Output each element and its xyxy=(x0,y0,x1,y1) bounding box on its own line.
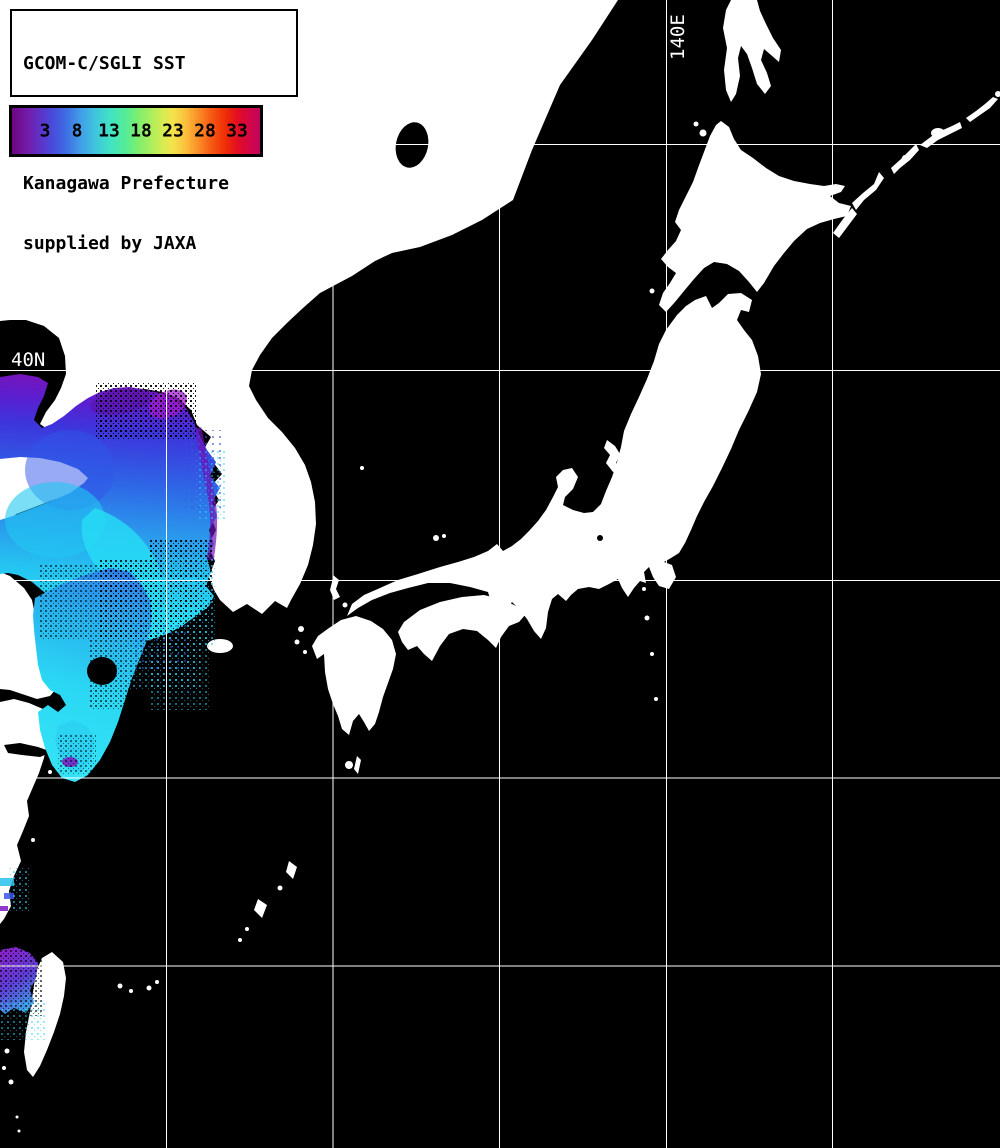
land-tanegashima xyxy=(354,756,361,774)
colorbar-tick: 8 xyxy=(71,120,83,142)
sst-fujian-speck2 xyxy=(4,893,14,899)
colorbar-tick: 3 xyxy=(39,120,51,142)
land-rebun-island xyxy=(693,121,699,127)
land-okushiri-island xyxy=(649,288,655,294)
land-fujian-islet2 xyxy=(31,838,35,842)
sst-speckle-blue xyxy=(130,430,225,670)
land-goto-islands xyxy=(298,626,304,632)
land-izu-island3 xyxy=(650,652,654,656)
colorbar-tick: 23 xyxy=(162,120,184,142)
land-izu-oshima xyxy=(642,587,646,591)
land-goto-islands2 xyxy=(294,639,300,645)
land-tokunoshima xyxy=(277,885,283,891)
product-credit: supplied by JAXA xyxy=(23,233,197,254)
land-ryukyu-dot xyxy=(245,927,249,931)
hangzhou-bay-notch xyxy=(4,743,52,757)
land-south-islet2 xyxy=(17,1129,21,1133)
land-south-islet xyxy=(15,1115,19,1119)
land-okinawa-island xyxy=(254,899,267,918)
land-iki-island xyxy=(342,602,348,608)
sst-fujian-speck xyxy=(0,878,14,886)
land-sakhalin xyxy=(723,0,781,102)
land-zhejiang-fujian xyxy=(0,699,61,924)
land-goto-islands3 xyxy=(303,650,307,654)
land-kuril-iturup xyxy=(852,172,884,210)
land-rishiri-island xyxy=(699,129,707,137)
land-yakushima xyxy=(345,761,353,769)
lat-label-40n: 40N xyxy=(11,349,45,371)
colorbar-tick: 33 xyxy=(226,120,248,142)
land-miyako-dot2 xyxy=(155,980,159,984)
land-izu-island2 xyxy=(644,615,650,621)
land-oki-islands2 xyxy=(442,534,446,538)
land-ryukyu-dot2 xyxy=(238,938,242,942)
land-kuril-dot xyxy=(902,155,908,161)
product-title: GCOM-C/SGLI SST xyxy=(23,53,186,74)
land-penghu-dot2 xyxy=(2,1066,6,1070)
sst-data-group xyxy=(0,374,225,1040)
land-hachijojima xyxy=(654,697,658,701)
colorbar-tick: 18 xyxy=(130,120,152,142)
lon-label-140e: 140E xyxy=(667,14,689,60)
colorbar: 3 8 13 18 23 28 33 xyxy=(9,105,263,157)
land-sado-island xyxy=(604,440,621,472)
land-kuril-kunashir xyxy=(833,208,857,238)
lake-biwa xyxy=(597,535,603,541)
land-hokkaido xyxy=(659,121,851,312)
land-fujian-islet xyxy=(48,770,52,774)
sst-fujian-speck3 xyxy=(0,906,8,911)
land-honshu xyxy=(347,293,761,639)
land-penghu-dot3 xyxy=(8,1079,14,1085)
land-ishigaki-island xyxy=(129,989,133,993)
land-oki-islands xyxy=(433,535,439,541)
land-miyako-dot xyxy=(146,985,152,991)
land-miyako-island xyxy=(117,983,123,989)
sst-cyan-core xyxy=(5,482,105,558)
land-penghu-dot xyxy=(4,1048,10,1054)
land-ulleung-island xyxy=(360,466,364,470)
land-shikoku xyxy=(398,595,526,661)
colorbar-tick: 13 xyxy=(98,120,120,142)
land-kuril-islet xyxy=(931,128,945,138)
land-kuril-dot2 xyxy=(995,91,1000,97)
product-region: Kanagawa Prefecture xyxy=(23,173,229,194)
land-jiangsu xyxy=(0,572,57,699)
land-amami-island xyxy=(286,861,297,879)
land-kuril-north xyxy=(966,97,998,122)
title-box: GCOM-C/SGLI SST 2026/01/27 02:56 (UTC) K… xyxy=(10,9,298,254)
colorbar-tick: 28 xyxy=(194,120,216,142)
